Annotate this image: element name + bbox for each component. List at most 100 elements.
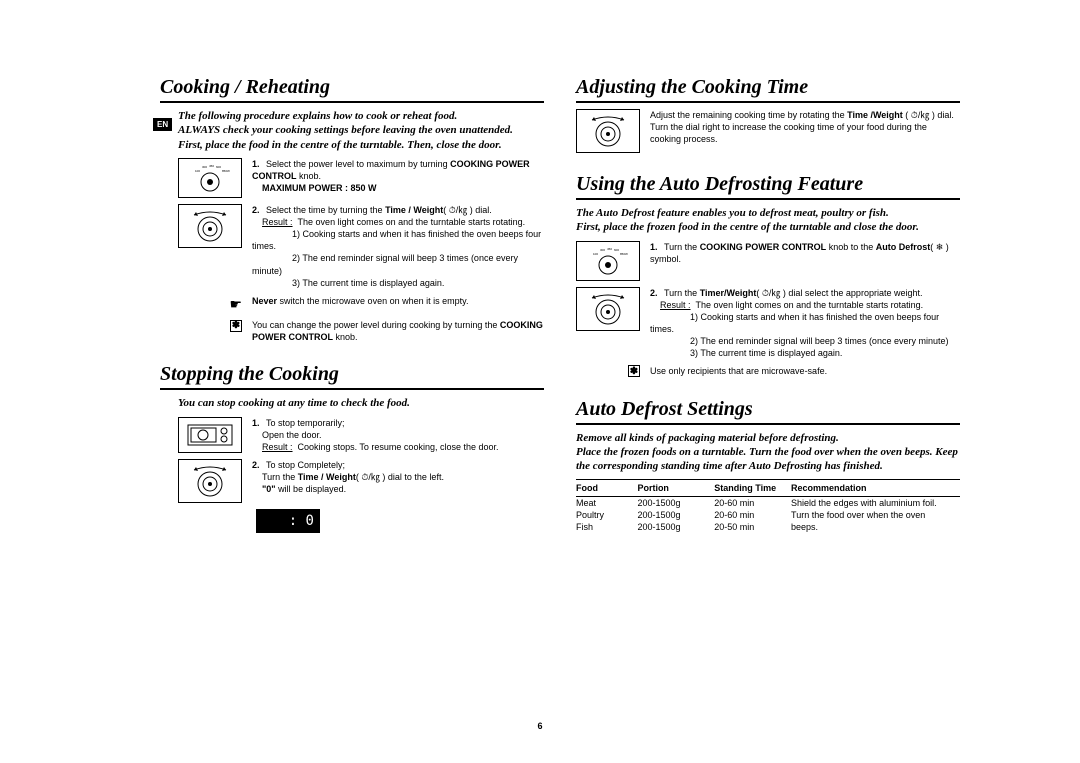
t: knob to the xyxy=(826,242,876,252)
intro-line: The following procedure explains how to … xyxy=(178,110,457,122)
cell: 20-60 min xyxy=(714,509,791,521)
two-column-layout: Cooking / Reheating The following proced… xyxy=(160,76,960,723)
step-text: Adjust the remaining cooking time by rot… xyxy=(650,109,960,145)
t: Time /Weight xyxy=(847,110,903,120)
svg-text:300: 300 xyxy=(600,248,605,252)
t: Result : xyxy=(660,300,691,310)
step-row: 2.Turn the Timer/Weight( ⏱/㎏ ) dial sele… xyxy=(576,287,960,360)
cell: 200-1500g xyxy=(637,521,714,533)
t: Result : xyxy=(262,442,293,452)
col-food: Food xyxy=(576,480,637,497)
section-title-adjust: Adjusting the Cooking Time xyxy=(576,76,960,103)
table-row: Poultry 200-1500g 20-60 min Turn the foo… xyxy=(576,509,960,521)
power-dial-icon: 100300450 600850W xyxy=(178,158,242,198)
svg-text:450: 450 xyxy=(607,247,612,251)
language-badge: EN xyxy=(153,118,172,131)
t: The oven light comes on and the turntabl… xyxy=(298,217,526,227)
cell: Turn the food over when the oven xyxy=(791,509,960,521)
t: "0" xyxy=(262,484,276,494)
t: 1) Cooking starts and when it has finish… xyxy=(650,312,939,334)
note-row: ☛ ✽ Never switch the microwave oven on w… xyxy=(178,295,544,344)
table-row: Meat 200-1500g 20-60 min Shield the edge… xyxy=(576,497,960,510)
t: Open the door. xyxy=(262,430,322,440)
t: The oven light comes on and the turntabl… xyxy=(696,300,924,310)
cell: beeps. xyxy=(791,521,960,533)
left-column: Cooking / Reheating The following proced… xyxy=(160,76,544,723)
svg-text:850W: 850W xyxy=(222,169,230,173)
t: knob. xyxy=(297,171,322,181)
cell: 200-1500g xyxy=(637,509,714,521)
section-title-settings: Auto Defrost Settings xyxy=(576,398,960,425)
t: To stop temporarily; xyxy=(266,418,345,428)
step-row: Adjust the remaining cooking time by rot… xyxy=(576,109,960,153)
page-number: 6 xyxy=(537,721,542,731)
t: ( ⏱/㎏ ) dial select the appropriate weig… xyxy=(756,288,922,298)
table-row: Fish 200-1500g 20-50 min beeps. xyxy=(576,521,960,533)
t: Turn the dial right to increase the cook… xyxy=(650,122,927,144)
t: MAXIMUM POWER : 850 W xyxy=(262,183,377,193)
t: Remove all kinds of packaging material b… xyxy=(576,432,839,444)
svg-text:600: 600 xyxy=(216,165,221,169)
svg-text:100: 100 xyxy=(195,169,200,173)
section-title-stopping: Stopping the Cooking xyxy=(160,363,544,390)
t: Turn the xyxy=(664,242,700,252)
plus-box-icon: ✽ xyxy=(230,320,242,332)
t: Auto Defrost xyxy=(876,242,931,252)
intro-line: ALWAYS check your cooking settings befor… xyxy=(178,124,513,136)
t: Result : xyxy=(262,217,293,227)
intro-text: You can stop cooking at any time to chec… xyxy=(178,396,544,410)
intro-text: Remove all kinds of packaging material b… xyxy=(576,431,960,474)
t: ( ⏱/㎏ ) dial. xyxy=(443,205,492,215)
t: Time / Weight xyxy=(298,472,356,482)
cell: 200-1500g xyxy=(637,497,714,510)
timer-dial-icon xyxy=(576,287,640,331)
step-row: 1.To stop temporarily; Open the door. Re… xyxy=(178,417,544,453)
step-text: 1.Select the power level to maximum by t… xyxy=(252,158,544,194)
t: 3) The current time is displayed again. xyxy=(292,278,444,288)
power-dial-icon: 100300450 600850W xyxy=(576,241,640,281)
t: Never xyxy=(252,296,277,306)
step-text: 1.Turn the COOKING POWER CONTROL knob to… xyxy=(650,241,960,265)
t: COOKING POWER CONTROL xyxy=(700,242,827,252)
intro-text: The following procedure explains how to … xyxy=(178,109,544,152)
svg-text:600: 600 xyxy=(614,248,619,252)
timer-dial-icon xyxy=(178,459,242,503)
svg-text:100: 100 xyxy=(593,252,598,256)
cell: 20-60 min xyxy=(714,497,791,510)
t: First, place the frozen food in the cent… xyxy=(576,221,919,233)
right-column: Adjusting the Cooking Time Adjust the re… xyxy=(576,76,960,723)
cell: 20-50 min xyxy=(714,521,791,533)
t: To stop Completely; xyxy=(266,460,345,470)
timer-dial-icon xyxy=(576,109,640,153)
note-row: ✽ Use only recipients that are microwave… xyxy=(576,365,960,377)
t: knob. xyxy=(333,332,358,342)
t: 1) Cooking starts and when it has finish… xyxy=(252,229,541,251)
t: Cooking stops. To resume cooking, close … xyxy=(298,442,499,452)
t: Select the time by turning the xyxy=(266,205,385,215)
microwave-icon xyxy=(178,417,242,453)
plus-box-icon: ✽ xyxy=(628,365,640,377)
section-title-cooking: Cooking / Reheating xyxy=(160,76,544,103)
t: 2) The end reminder signal will beep 3 t… xyxy=(690,336,948,346)
digital-display: : 0 xyxy=(256,509,320,533)
t: Select the power level to maximum by tur… xyxy=(266,159,450,169)
pointer-icon: ☛ xyxy=(229,295,242,314)
note-text: Use only recipients that are microwave-s… xyxy=(650,365,827,377)
t: The Auto Defrost feature enables you to … xyxy=(576,207,889,219)
svg-text:850W: 850W xyxy=(620,252,628,256)
intro-line: First, place the food in the centre of t… xyxy=(178,139,502,151)
timer-dial-icon xyxy=(178,204,242,248)
step-text: 1.To stop temporarily; Open the door. Re… xyxy=(252,417,544,453)
t: ( ⏱/㎏ ) dial. xyxy=(903,110,954,120)
t: You can change the power level during co… xyxy=(252,320,500,330)
step-text: 2.To stop Completely; Turn the Time / We… xyxy=(252,459,544,495)
table-header-row: Food Portion Standing Time Recommendatio… xyxy=(576,480,960,497)
manual-page: EN Cooking / Reheating The following pro… xyxy=(0,0,1080,763)
step-text: 2.Select the time by turning the Time / … xyxy=(252,204,544,289)
cell: Meat xyxy=(576,497,637,510)
t: Adjust the remaining cooking time by rot… xyxy=(650,110,847,120)
intro-text: The Auto Defrost feature enables you to … xyxy=(576,206,960,235)
t: Timer/Weight xyxy=(700,288,757,298)
cell: Poultry xyxy=(576,509,637,521)
col-recommend: Recommendation xyxy=(791,480,960,497)
